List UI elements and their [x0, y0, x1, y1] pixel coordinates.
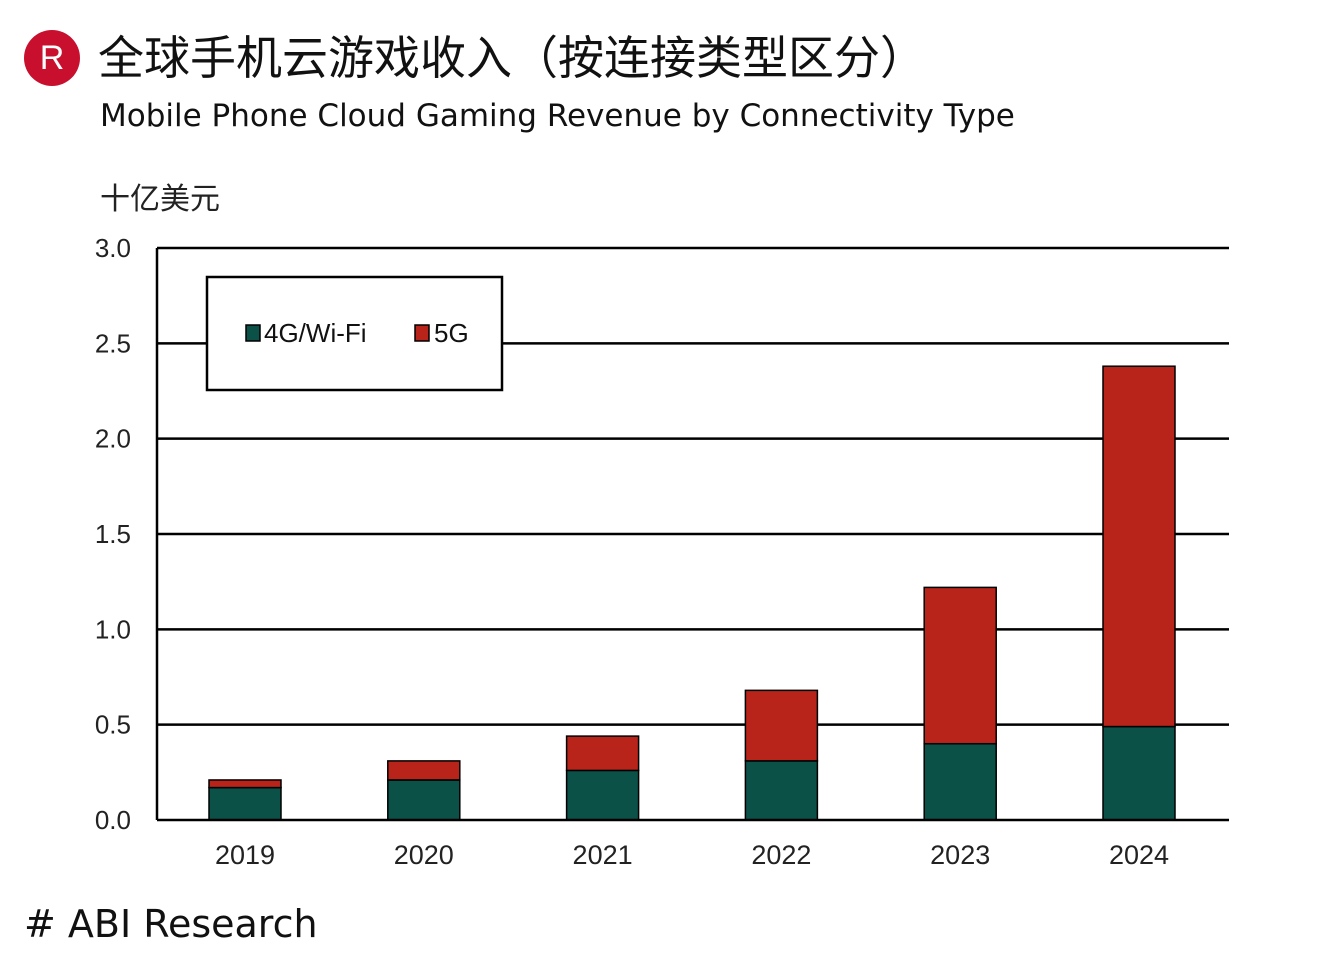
- bar-2023-5g: [923, 586, 997, 745]
- x-tick-label-2024: 2024: [1109, 840, 1169, 870]
- legend-swatch-5g: [414, 324, 430, 342]
- legend-label-5g: 5G: [434, 318, 469, 348]
- chart-title-english: Mobile Phone Cloud Gaming Revenue by Con…: [100, 98, 1015, 134]
- y-tick-label: 2.5: [95, 328, 131, 358]
- y-tick-label: 0.0: [95, 805, 131, 835]
- legend: 4G/Wi-Fi 5G: [205, 275, 504, 392]
- bar-2023-4g-wifi: [923, 742, 997, 821]
- legend-label-4g-wifi: 4G/Wi-Fi: [264, 318, 367, 348]
- y-axis-unit-label: 十亿美元: [100, 182, 220, 217]
- bar-2022-4g-wifi: [744, 760, 819, 821]
- x-tick-label-2021: 2021: [573, 840, 633, 870]
- chart-title-chinese: 全球手机云游戏收入（按连接类型区分）: [98, 31, 926, 85]
- bar-2021-4g-wifi: [565, 769, 640, 821]
- y-tick-label: 1.5: [95, 519, 131, 549]
- bar-2019-4g-wifi: [208, 786, 282, 821]
- bars: [208, 365, 1176, 821]
- legend-swatch-4g-wifi: [245, 324, 261, 342]
- x-tick-label-2020: 2020: [394, 840, 454, 870]
- bar-2019-5g: [208, 779, 282, 789]
- bar-2020-4g-wifi: [387, 779, 461, 821]
- source-credit: # ABI Research: [24, 902, 318, 946]
- bar-2021-5g: [565, 735, 640, 772]
- x-tick-label-2019: 2019: [215, 840, 275, 870]
- y-tick-label: 2.0: [95, 424, 131, 454]
- bar-2020-5g: [387, 760, 461, 781]
- bar-2024-4g-wifi: [1102, 725, 1176, 821]
- bar-2024-5g: [1102, 365, 1176, 728]
- y-tick-label: 1.0: [95, 614, 131, 644]
- y-tick-label: 0.5: [95, 710, 131, 740]
- x-tick-label-2023: 2023: [930, 840, 990, 870]
- y-tick-label: 3.0: [95, 233, 131, 263]
- gridlines: [157, 246, 1229, 726]
- x-tick-label-2022: 2022: [751, 840, 811, 870]
- axes: 0.0 0.5 1.0 1.5 2.0 2.5 3.0 2019 2020 2021 2022 202…: [95, 233, 1229, 870]
- bar-2022-5g: [744, 689, 819, 762]
- logo-badge: R: [24, 30, 80, 86]
